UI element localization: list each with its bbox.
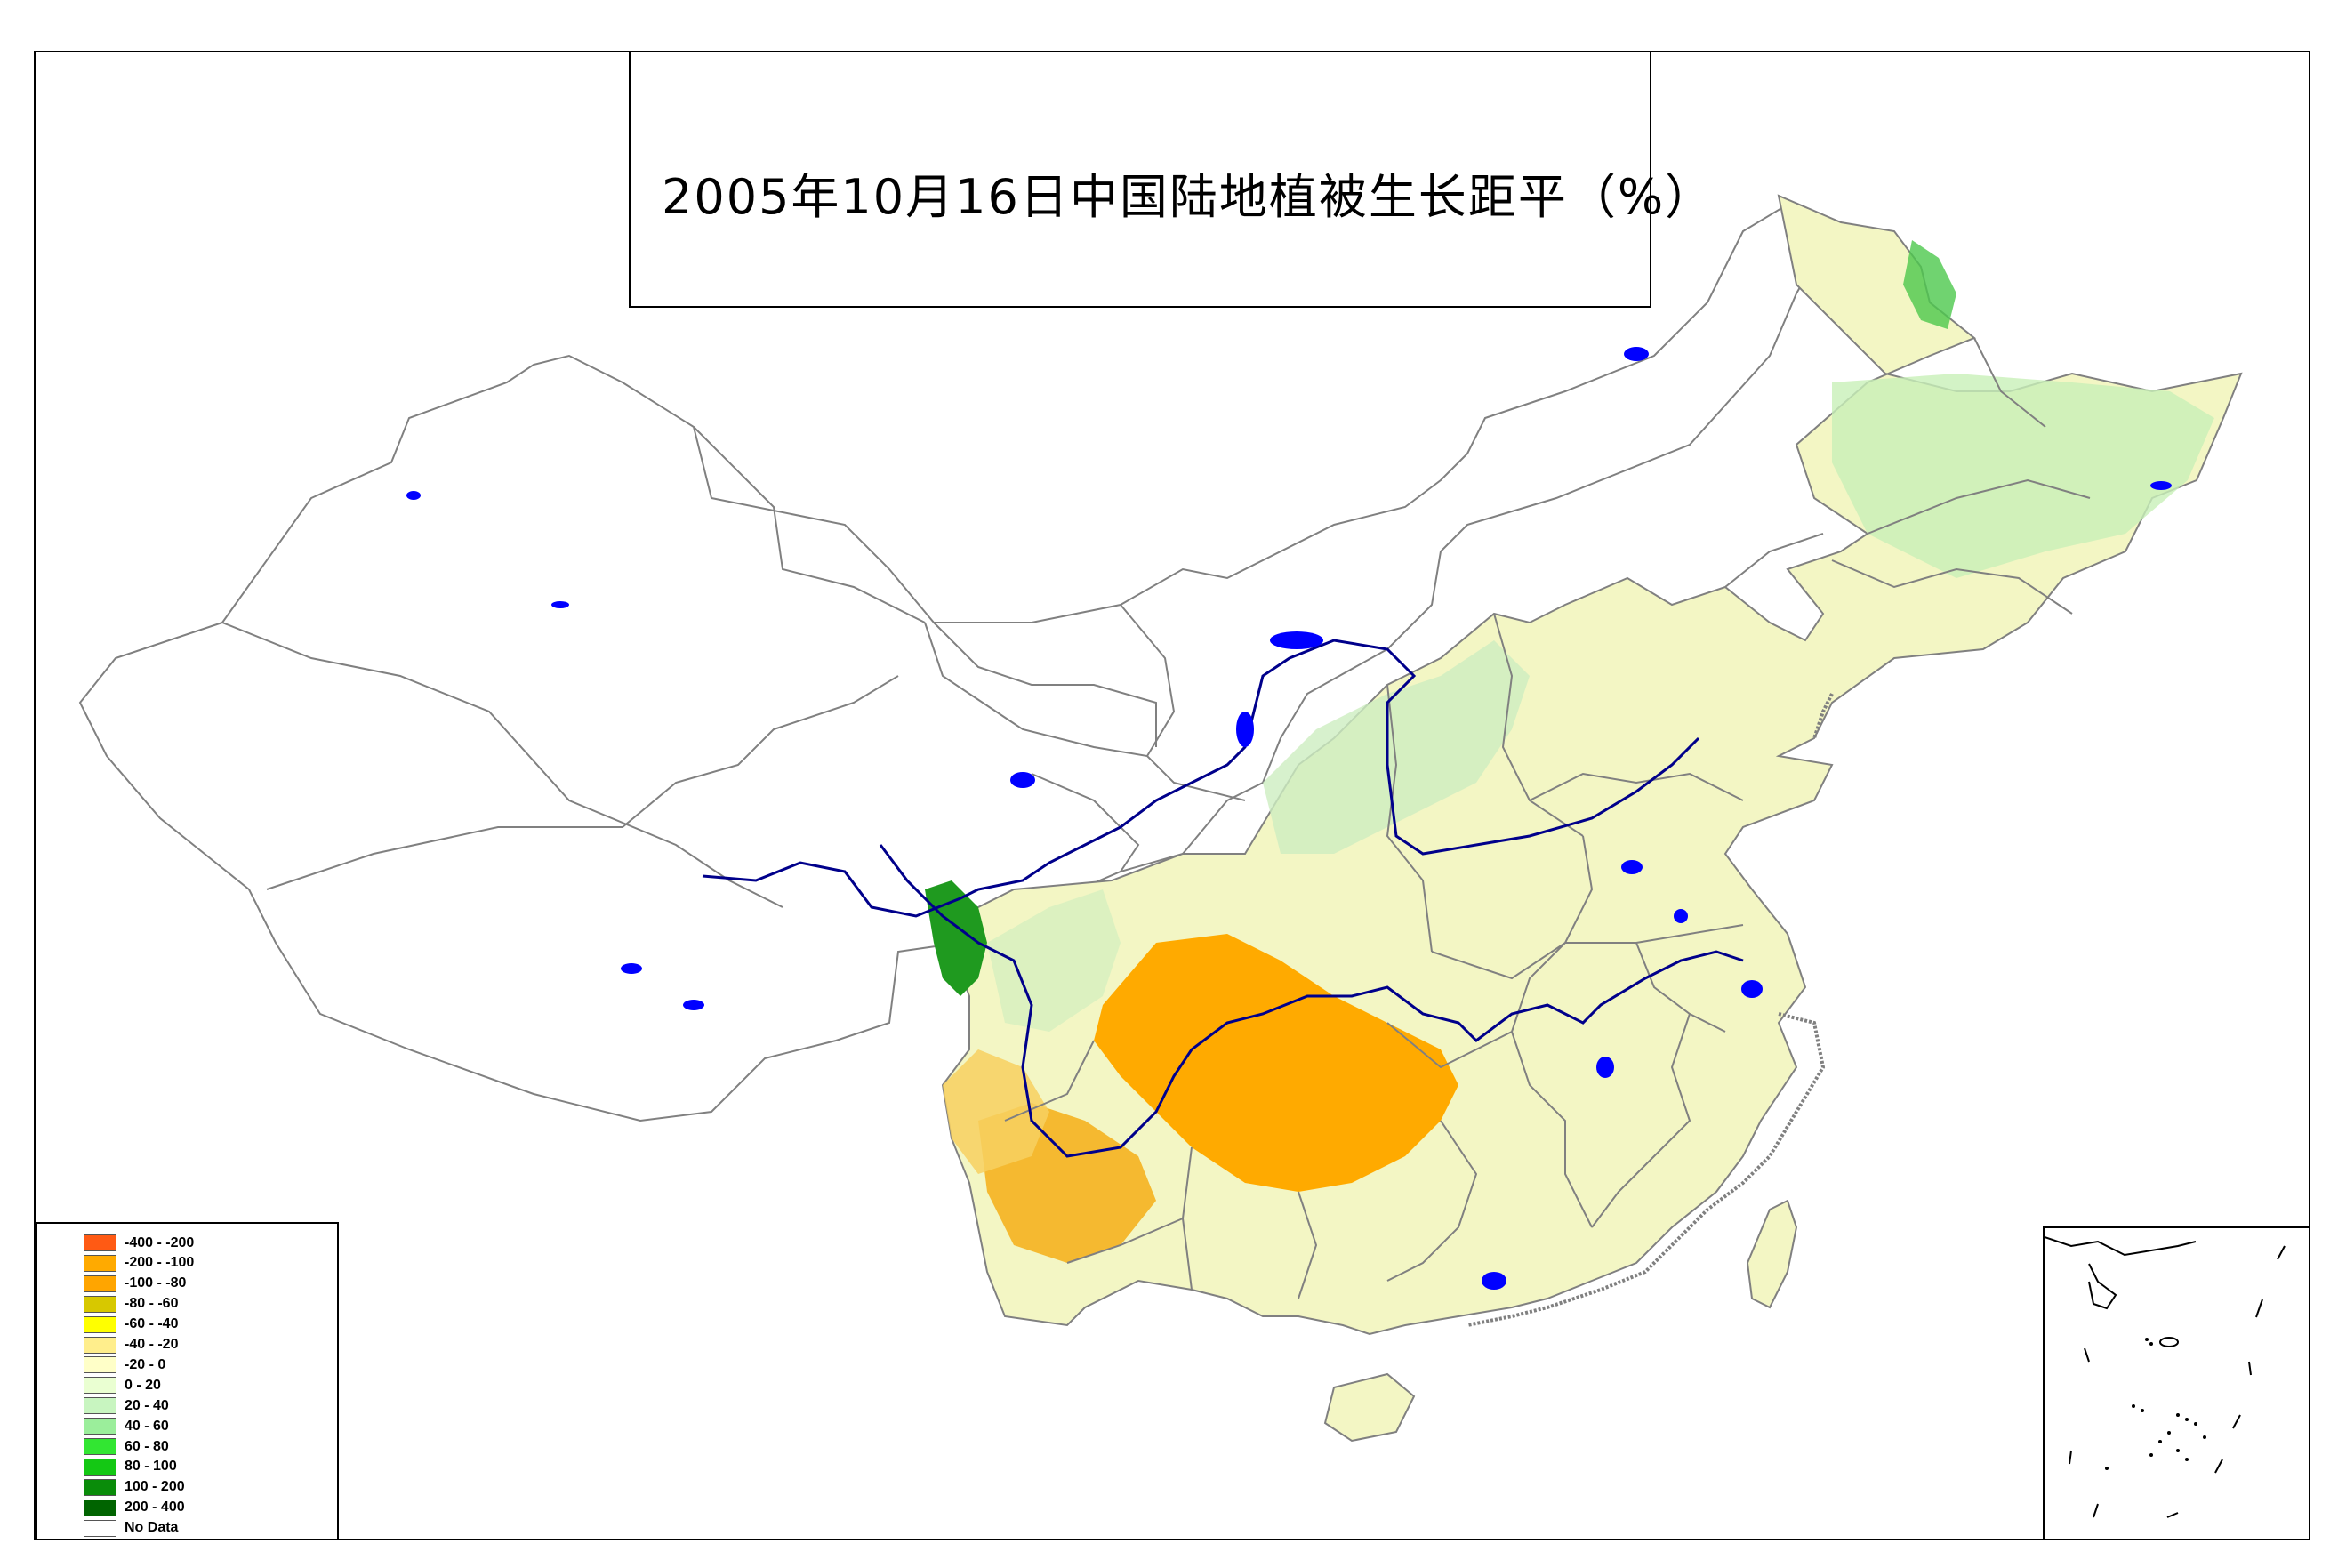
lake-13 (1482, 1272, 1506, 1290)
legend-item: -400 - -200 (84, 1233, 194, 1253)
legend-item: -200 - -100 (84, 1253, 194, 1274)
positive-anomaly-west (925, 880, 987, 996)
legend-swatch (84, 1519, 116, 1537)
legend-swatch (84, 1418, 116, 1435)
legend-swatch (84, 1356, 116, 1374)
yangtze-river (879, 844, 1744, 1158)
title-box: 2005年10月16日中国陆地植被生长距平（%） (629, 51, 1713, 308)
lake-1 (1270, 631, 1323, 649)
legend-swatch (84, 1438, 116, 1455)
legend-label: -20 - 0 (125, 1356, 166, 1372)
legend-item: -60 - -40 (84, 1315, 178, 1335)
legend-swatch (84, 1377, 116, 1395)
legend-swatch (84, 1478, 116, 1496)
legend-item: 20 - 40 (84, 1395, 169, 1416)
taiwan (1746, 1199, 1798, 1309)
legend-label: -200 - -100 (125, 1255, 195, 1271)
province-boundaries-west (221, 426, 1246, 908)
legend-label: No Data (125, 1520, 179, 1536)
legend-label: -60 - -40 (125, 1316, 179, 1332)
legend-label: -80 - -60 (125, 1296, 179, 1312)
legend-item: 200 - 400 (84, 1498, 185, 1518)
light-green-northeast (1832, 374, 2214, 578)
legend-label: 0 - 20 (125, 1377, 161, 1393)
light-green-southwest (987, 889, 1121, 1032)
negative-anomaly-area (1094, 934, 1458, 1192)
legend-item: 80 - 100 (84, 1457, 177, 1477)
lake-7 (551, 601, 569, 608)
inset-dashes (2069, 1245, 2286, 1518)
lake-6 (406, 491, 421, 500)
legend-swatch (84, 1295, 116, 1313)
legend-item: 0 - 20 (84, 1375, 161, 1395)
legend-label: 100 - 200 (125, 1479, 185, 1495)
legend-swatch (84, 1336, 116, 1354)
legend-item: 60 - 80 (84, 1436, 169, 1457)
legend-swatch (84, 1397, 116, 1415)
legend-swatch (84, 1499, 116, 1516)
legend-item: No Data (84, 1518, 178, 1539)
light-green-north (1263, 640, 1530, 854)
lake-8 (621, 963, 642, 974)
inset-hainan (2159, 1337, 2179, 1347)
legend-swatch (84, 1254, 116, 1272)
legend-swatch (84, 1275, 116, 1292)
legend-item: -80 - -60 (84, 1294, 178, 1315)
lake-11 (1741, 980, 1763, 998)
lake-3 (1010, 772, 1035, 788)
negative-anomaly-area-3 (943, 1049, 1049, 1174)
inset-islands (2105, 1338, 2206, 1470)
hainan (1323, 1372, 1416, 1443)
lake-9 (683, 1000, 704, 1010)
legend-item: -20 - 0 (84, 1355, 165, 1375)
legend-label: -400 - -200 (125, 1234, 195, 1250)
legend-label: 60 - 80 (125, 1438, 169, 1454)
legend-swatch (84, 1315, 116, 1333)
lake-4 (1624, 347, 1649, 361)
legend: -400 - -200 -200 - -100 -100 - -80 -80 - -6… (36, 1222, 339, 1540)
legend-swatch (84, 1458, 116, 1476)
legend-label: 200 - 400 (125, 1500, 185, 1516)
legend-swatch (84, 1234, 116, 1251)
legend-label: -40 - -20 (125, 1337, 179, 1352)
legend-label: 20 - 40 (125, 1397, 169, 1413)
legend-item: 40 - 60 (84, 1416, 169, 1436)
legend-item: 100 - 200 (84, 1477, 185, 1498)
lake-10 (1621, 860, 1643, 874)
legend-label: 80 - 100 (125, 1459, 177, 1475)
south-china-sea-inset (2043, 1226, 2310, 1540)
lake-12 (1596, 1057, 1614, 1078)
lake-5 (2150, 481, 2172, 490)
legend-label: -100 - -80 (125, 1275, 187, 1291)
legend-label: 40 - 60 (125, 1418, 169, 1434)
positive-anomaly-northeast (1903, 240, 1956, 329)
province-boundaries-east (1004, 337, 2091, 1299)
coastline (1466, 693, 1834, 1327)
inset-coastline (2044, 1236, 2197, 1310)
lake-14 (1674, 909, 1688, 923)
inset-map (2044, 1236, 2286, 1518)
legend-item: -100 - -80 (84, 1274, 186, 1294)
lake-2 (1236, 712, 1254, 747)
map-title: 2005年10月16日中国陆地植被生长距平（%） (662, 169, 1715, 225)
legend-item: -40 - -20 (84, 1335, 178, 1355)
